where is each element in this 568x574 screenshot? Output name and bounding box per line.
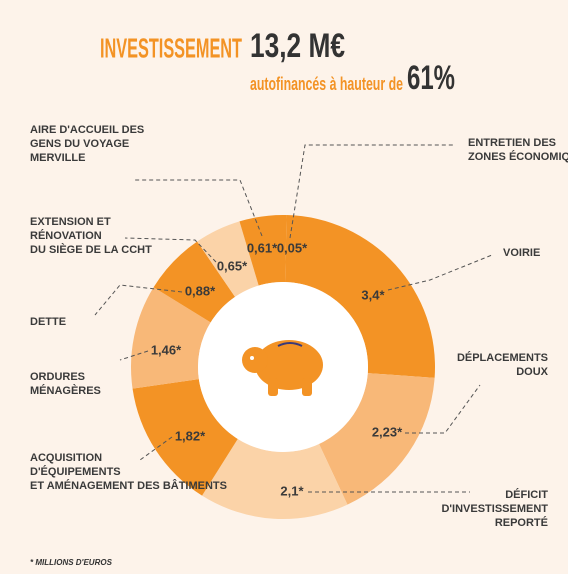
leader-line xyxy=(119,350,149,361)
leader-line xyxy=(289,144,455,239)
category-label: ACQUISITION D'ÉQUIPEMENTS ET AMÉNAGEMENT D… xyxy=(30,452,227,492)
value-label: 0,05* xyxy=(277,240,308,255)
value-label: 1,46* xyxy=(151,342,182,357)
leader-line xyxy=(405,384,481,434)
donut-slice xyxy=(197,221,259,297)
value-label: 3,4* xyxy=(361,287,385,302)
donut-slice xyxy=(283,215,287,283)
footnote: * MILLIONS D'EUROS xyxy=(30,558,113,567)
category-label: ORDURES MÉNAGÈRES xyxy=(30,371,101,397)
donut-slice xyxy=(319,373,435,505)
donut-slice xyxy=(239,215,283,286)
chart-title: INVESTISSEMENT xyxy=(100,32,242,63)
donut-slice xyxy=(285,215,435,378)
donut-slice xyxy=(202,438,348,519)
category-label: DÉPLACEMENTS DOUX xyxy=(457,351,549,378)
subtitle: autofinancés à hauteur de xyxy=(250,74,403,94)
value-label: 0,61* xyxy=(247,240,278,255)
donut-slice xyxy=(131,287,211,389)
piggy-bank-icon xyxy=(242,340,323,396)
leader-line xyxy=(387,254,493,291)
category-label: EXTENSION ET RÉNOVATION DU SIÈGE DE LA CCH… xyxy=(30,216,152,256)
category-label: VOIRIE xyxy=(503,247,540,259)
value-label: 1,82* xyxy=(175,428,206,443)
value-label: 0,65* xyxy=(217,258,248,273)
category-label: DETTE xyxy=(30,316,66,328)
rate: 61% xyxy=(407,59,455,97)
value-label: 2,1* xyxy=(280,483,304,498)
value-label: 2,23* xyxy=(372,424,403,439)
total: 13,2 M€ xyxy=(250,27,345,65)
donut-slice xyxy=(153,241,236,323)
category-label: AIRE D'ACCUEIL DES GENS DU VOYAGE MERVILLE xyxy=(30,124,144,164)
leader-line xyxy=(124,237,217,263)
value-label: 0,88* xyxy=(185,283,216,298)
donut-slice xyxy=(132,379,238,496)
category-label: DÉFICIT D'INVESTISSEMENT REPORTÉ xyxy=(441,488,548,529)
